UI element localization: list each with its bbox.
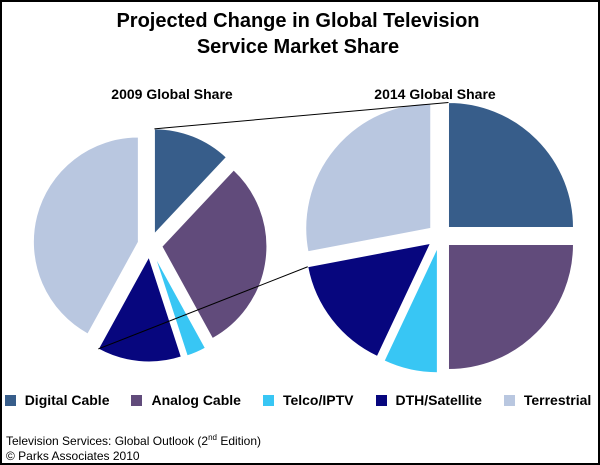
pie-2014-slice-terrestrial: [305, 102, 432, 253]
legend-label-digital-cable: Digital Cable: [24, 392, 110, 408]
chart-title-line-2: Service Market Share: [196, 36, 400, 58]
legend-item-digital-cable: Digital Cable: [4, 392, 110, 408]
legend-item-terrestrial: Terrestrial: [503, 392, 592, 408]
pie-2014-slice-telco-iptv: [383, 247, 438, 374]
legend: Digital Cable Analog Cable Telco/IPTV DTH/S…: [0, 392, 596, 408]
legend-swatch-digital-cable: [4, 394, 16, 406]
legend-swatch-telco-iptv: [262, 394, 274, 406]
source-note: Television Services: Global Outlook (2nd…: [6, 430, 261, 464]
pie-2009-label: 2009 Global Share: [111, 86, 233, 102]
legend-swatch-dth-satellite: [375, 394, 387, 406]
pie-2009-slice-terrestrial: [32, 136, 139, 335]
connector-line-bottom: [98, 266, 308, 350]
legend-label-terrestrial: Terrestrial: [523, 392, 592, 408]
pie-2009-slice-dth-satellite: [97, 255, 182, 363]
pie-2014-slice-digital-cable: [447, 102, 574, 229]
legend-swatch-terrestrial: [503, 394, 515, 406]
chart-title: Projected Change in Global Television Se…: [0, 8, 596, 60]
connector-line-top: [154, 102, 449, 130]
pie-2014-slice-dth-satellite: [307, 242, 432, 358]
source-line-2: © Parks Associates 2010: [6, 449, 140, 463]
chart-title-line-1: Projected Change in Global Television: [116, 10, 480, 32]
legend-label-analog-cable: Analog Cable: [151, 392, 241, 408]
legend-label-dth-satellite: DTH/Satellite: [395, 392, 482, 408]
pie-2014-slice-analog-cable: [447, 243, 574, 370]
source-line-1: Television Services: Global Outlook (2nd…: [6, 433, 262, 448]
legend-swatch-analog-cable: [131, 394, 143, 406]
pie-2014-label: 2014 Global Share: [374, 86, 496, 102]
legend-item-dth-satellite: DTH/Satellite: [375, 392, 482, 408]
legend-item-analog-cable: Analog Cable: [131, 392, 241, 408]
legend-label-telco-iptv: Telco/IPTV: [282, 392, 354, 408]
pie-2009-slice-analog-cable: [161, 169, 268, 340]
legend-item-telco-iptv: Telco/IPTV: [262, 392, 354, 408]
pie-2009-slice-telco-iptv: [154, 255, 207, 357]
